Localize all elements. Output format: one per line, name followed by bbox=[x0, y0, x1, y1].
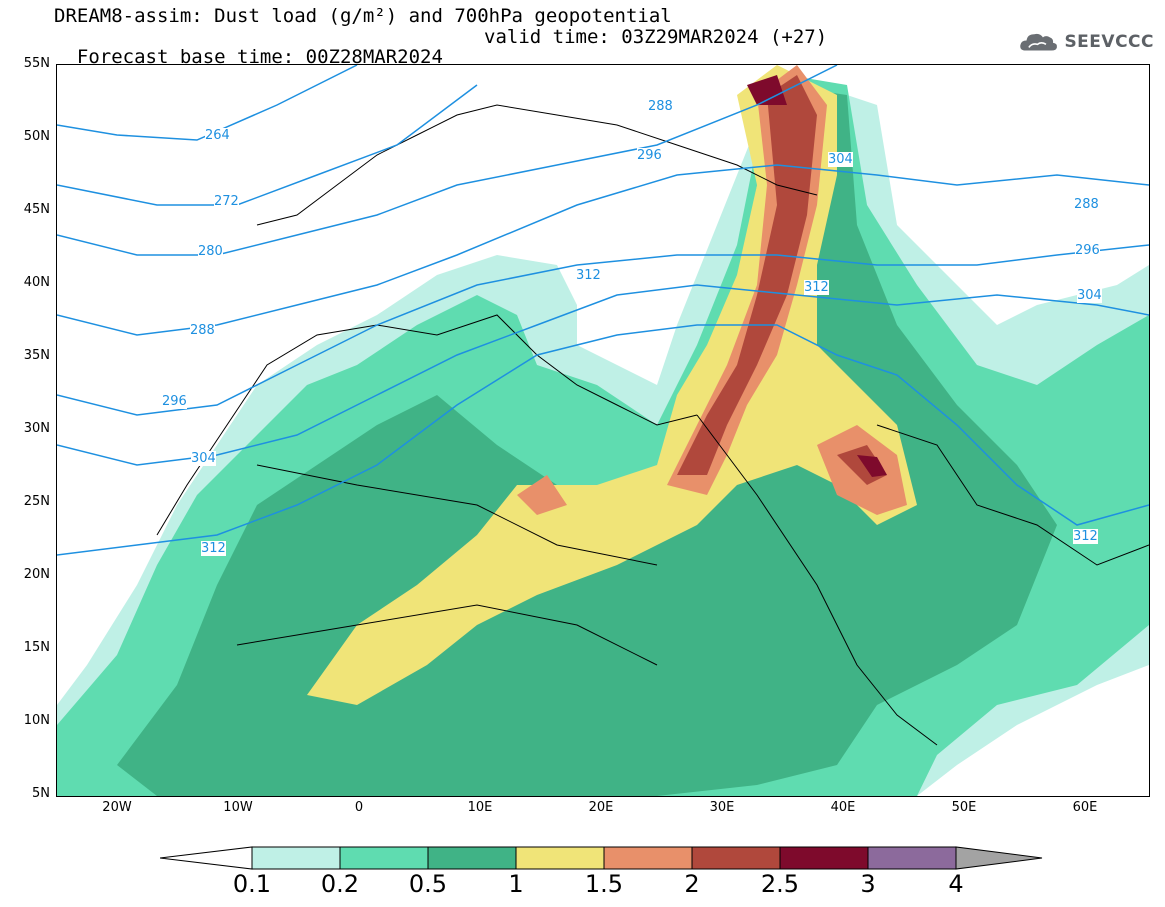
contour-label: 304 bbox=[191, 451, 216, 466]
contour-272 bbox=[57, 84, 478, 206]
contour-280 bbox=[57, 65, 838, 256]
seevccc-logo: SEEVCCC bbox=[1018, 24, 1154, 60]
lat-label: 35N bbox=[23, 348, 50, 363]
coastline-north-africa bbox=[156, 314, 698, 536]
colorbar-label: 3 bbox=[860, 870, 876, 898]
lon-label: 60E bbox=[1072, 800, 1098, 815]
contour-label: 296 bbox=[637, 148, 662, 163]
contour-label: 296 bbox=[1075, 243, 1100, 258]
contour-label: 312 bbox=[1073, 529, 1098, 544]
lon-label: 50E bbox=[951, 800, 977, 815]
contour-label: 280 bbox=[198, 244, 223, 259]
coastline-arabia bbox=[876, 424, 1149, 566]
contour-label: 296 bbox=[162, 394, 187, 409]
lon-label: 20E bbox=[588, 800, 614, 815]
lat-label: 20N bbox=[23, 567, 50, 582]
colorbar-bin bbox=[251, 846, 341, 870]
contour-312 bbox=[57, 324, 1149, 556]
valid-time: valid time: 03Z29MAR2024 (+27) bbox=[484, 26, 828, 48]
colorbar-label: 1 bbox=[508, 870, 524, 898]
colorbar-bin bbox=[515, 846, 605, 870]
border-sahara bbox=[256, 464, 658, 566]
border-sahel bbox=[236, 604, 658, 666]
colorbar-arrow-left bbox=[160, 846, 253, 870]
contour-label: 304 bbox=[1077, 288, 1102, 303]
lon-label: 40E bbox=[830, 800, 856, 815]
contour-288 bbox=[57, 164, 1149, 336]
chart-title: DREAM8-assim: Dust load (g/m²) and 700hP… bbox=[54, 5, 672, 27]
cloud-icon bbox=[1020, 33, 1057, 51]
colorbar-label: 2.5 bbox=[760, 870, 800, 898]
coastline-europe bbox=[256, 104, 818, 226]
contour-label: 312 bbox=[576, 268, 601, 283]
colorbar-label: 0.1 bbox=[232, 870, 272, 898]
colorbar-bin bbox=[691, 846, 781, 870]
contour-304 bbox=[57, 284, 1149, 466]
lat-label: 5N bbox=[32, 786, 50, 801]
map-panel bbox=[56, 64, 1150, 797]
dust-load-map bbox=[57, 65, 1149, 796]
lon-label: 20W bbox=[102, 800, 132, 815]
colorbar-label: 0.5 bbox=[408, 870, 448, 898]
contour-296 bbox=[57, 244, 1149, 416]
lat-label: 45N bbox=[23, 202, 50, 217]
contour-label: 304 bbox=[828, 152, 853, 167]
lat-label: 10N bbox=[23, 713, 50, 728]
base-time: Forecast base time: 00Z28MAR2024 bbox=[76, 46, 443, 68]
colorbar-bin bbox=[427, 846, 517, 870]
lon-label: 10E bbox=[467, 800, 493, 815]
lat-label: 15N bbox=[23, 640, 50, 655]
colorbar-label: 1.5 bbox=[584, 870, 624, 898]
colorbar-label: 0.2 bbox=[320, 870, 360, 898]
contour-label: 312 bbox=[804, 280, 829, 295]
colorbar bbox=[160, 846, 1043, 870]
contour-264 bbox=[57, 65, 358, 141]
colorbar-bin bbox=[339, 846, 429, 870]
coastline-red-sea bbox=[696, 414, 938, 746]
contour-label: 312 bbox=[201, 541, 226, 556]
colorbar-bin bbox=[603, 846, 693, 870]
chart-subtitle: Forecast base time: 00Z28MAR2024 valid t… bbox=[54, 27, 827, 87]
lat-label: 25N bbox=[23, 494, 50, 509]
lat-label: 50N bbox=[23, 129, 50, 144]
lat-label: 40N bbox=[23, 275, 50, 290]
colorbar-arrow-right bbox=[955, 846, 1043, 870]
lon-label: 10W bbox=[223, 800, 253, 815]
contour-label: 288 bbox=[648, 99, 673, 114]
lon-label: 0 bbox=[354, 800, 364, 815]
contour-label: 288 bbox=[1074, 197, 1099, 212]
contour-label: 264 bbox=[205, 128, 230, 143]
contour-label: 272 bbox=[214, 194, 239, 209]
contour-label: 288 bbox=[190, 323, 215, 338]
logo-text: SEEVCCC bbox=[1064, 32, 1154, 52]
colorbar-label: 4 bbox=[948, 870, 964, 898]
colorbar-label: 2 bbox=[684, 870, 700, 898]
dust-2 bbox=[677, 75, 887, 485]
dust-0.5 bbox=[117, 85, 1057, 796]
colorbar-bin bbox=[779, 846, 869, 870]
colorbar-bin bbox=[867, 846, 957, 870]
lat-label: 30N bbox=[23, 421, 50, 436]
lon-label: 30E bbox=[709, 800, 735, 815]
lat-label: 55N bbox=[23, 56, 50, 71]
